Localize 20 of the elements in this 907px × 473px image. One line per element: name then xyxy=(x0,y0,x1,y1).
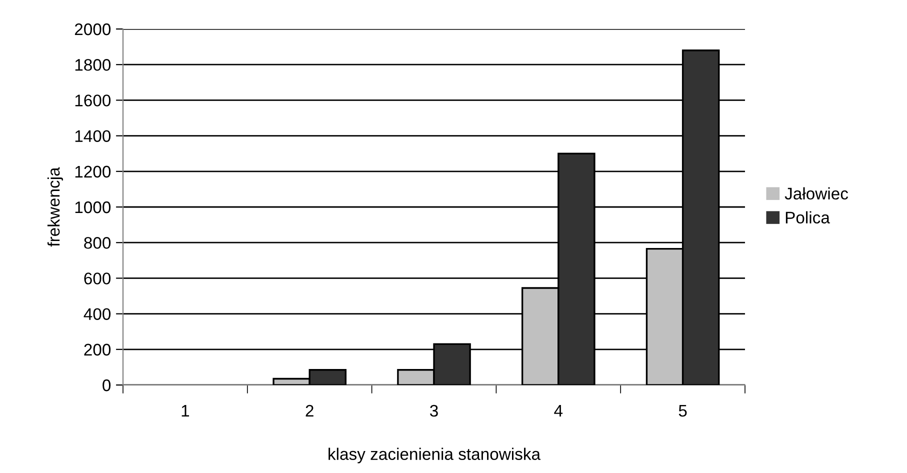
y-tick-label: 800 xyxy=(84,237,111,249)
x-tick-label: 4 xyxy=(554,405,563,417)
y-tick-label: 0 xyxy=(102,379,111,392)
legend-label: Polica xyxy=(786,211,830,224)
y-tick-label: 400 xyxy=(84,308,111,320)
y-tick-label: 1400 xyxy=(75,130,111,142)
x-tick-label: 5 xyxy=(678,405,687,417)
legend-label: Jałowiec xyxy=(784,187,848,200)
x-tick-label: 2 xyxy=(306,404,314,417)
y-tick-label: 1800 xyxy=(75,59,111,71)
y-tick-label: 1600 xyxy=(75,94,111,106)
y-tick-label: 600 xyxy=(84,272,111,284)
x-tick-label: 3 xyxy=(430,404,438,417)
y-tick-label: 2000 xyxy=(74,23,111,36)
y-tick-label: 200 xyxy=(84,344,111,356)
x-axis-title: klasy zacienienia stanowiska xyxy=(328,448,541,464)
y-tick-label: 1000 xyxy=(75,201,111,214)
y-axis-title: frekwencja xyxy=(47,167,64,247)
y-tick-label: 1200 xyxy=(75,166,111,178)
x-tick-label: 1 xyxy=(182,405,190,417)
